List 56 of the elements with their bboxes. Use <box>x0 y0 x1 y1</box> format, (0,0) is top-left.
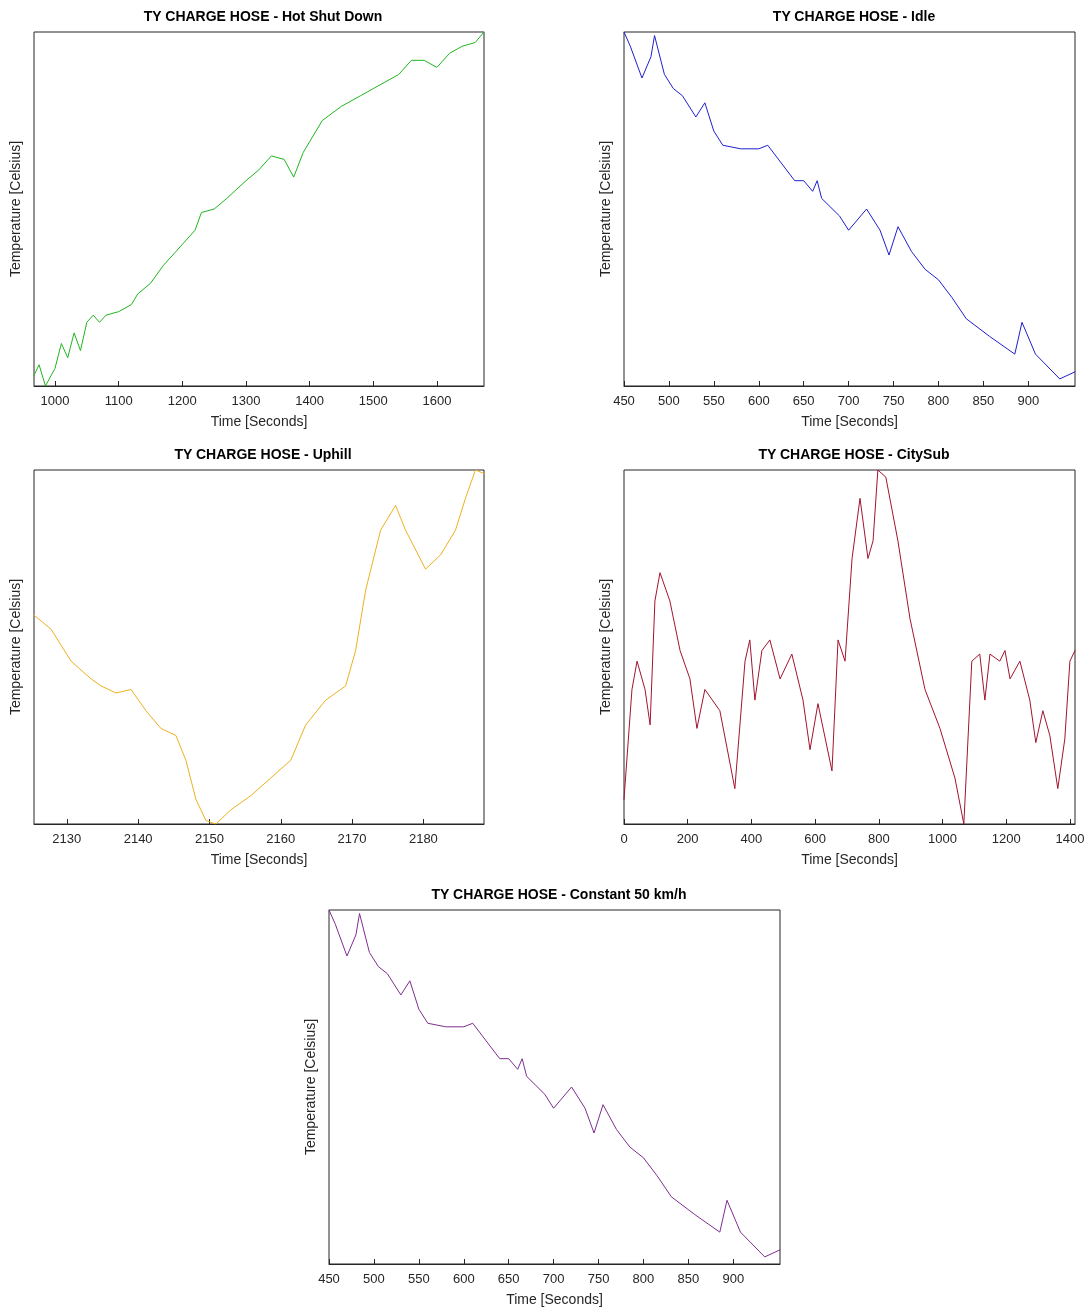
x-tick-label: 900 <box>1017 393 1040 408</box>
x-tick-label: 850 <box>677 1271 700 1286</box>
chart-title: TY CHARGE HOSE - CitySub <box>758 446 950 462</box>
x-tick-label: 700 <box>837 393 860 408</box>
x-tick-label: 2180 <box>408 831 438 846</box>
x-tick-label: 600 <box>452 1271 475 1286</box>
x-tick-label: 550 <box>702 393 725 408</box>
x-tick-label: 0 <box>620 831 628 846</box>
x-tick-label: 2160 <box>266 831 296 846</box>
x-tick-label: 500 <box>658 393 680 408</box>
x-axis-title: Time [Seconds] <box>801 413 898 429</box>
x-tick-label: 1200 <box>167 393 197 408</box>
x-tick-label: 650 <box>497 1271 520 1286</box>
x-tick-label: 650 <box>792 393 815 408</box>
x-axis-title: Time [Seconds] <box>210 413 308 429</box>
x-tick-label: 800 <box>632 1271 655 1286</box>
y-axis-title: Temperature [Celsius] <box>597 140 613 278</box>
chart-title: TY CHARGE HOSE - Uphill <box>174 446 352 462</box>
x-tick-label: 600 <box>804 831 826 846</box>
chart-title: TY CHARGE HOSE - Constant 50 km/h <box>431 886 687 902</box>
x-tick-label: 1600 <box>422 393 452 408</box>
x-tick-label: 1500 <box>358 393 388 408</box>
x-tick-label: 2150 <box>194 831 224 846</box>
y-axis-title: Temperature [Celsius] <box>597 578 613 716</box>
x-tick-label: 750 <box>587 1271 610 1286</box>
y-axis-title: Temperature [Celsius] <box>7 140 23 278</box>
x-tick-label: 1400 <box>1055 831 1085 846</box>
x-tick-label: 700 <box>542 1271 565 1286</box>
x-tick-label: 1100 <box>104 393 133 408</box>
x-tick-label: 450 <box>613 393 635 408</box>
x-tick-label: 1400 <box>295 393 325 408</box>
y-axis-title: Temperature [Celsius] <box>302 1018 318 1156</box>
x-tick-label: 900 <box>722 1271 745 1286</box>
x-tick-label: 1000 <box>928 831 957 846</box>
x-tick-label: 850 <box>972 393 995 408</box>
x-tick-label: 800 <box>867 831 890 846</box>
x-tick-label: 1000 <box>40 393 70 408</box>
x-axis-title: Time [Seconds] <box>506 1291 603 1307</box>
x-axis-title: Time [Seconds] <box>801 851 898 867</box>
chart-title: TY CHARGE HOSE - Hot Shut Down <box>143 8 383 24</box>
x-tick-label: 750 <box>882 393 905 408</box>
x-axis-title: Time [Seconds] <box>210 851 308 867</box>
chart-title: TY CHARGE HOSE - Idle <box>772 8 936 24</box>
x-tick-label: 500 <box>363 1271 385 1286</box>
x-tick-label: 2130 <box>52 831 82 846</box>
x-tick-label: 600 <box>747 393 770 408</box>
x-tick-label: 200 <box>676 831 699 846</box>
x-tick-label: 1300 <box>231 393 261 408</box>
x-tick-label: 1200 <box>991 831 1021 846</box>
x-tick-label: 2170 <box>337 831 367 846</box>
x-tick-label: 450 <box>318 1271 340 1286</box>
x-tick-label: 400 <box>740 831 763 846</box>
x-tick-label: 550 <box>407 1271 430 1286</box>
x-tick-label: 2140 <box>123 831 153 846</box>
y-axis-title: Temperature [Celsius] <box>7 578 23 716</box>
x-tick-label: 800 <box>927 393 950 408</box>
